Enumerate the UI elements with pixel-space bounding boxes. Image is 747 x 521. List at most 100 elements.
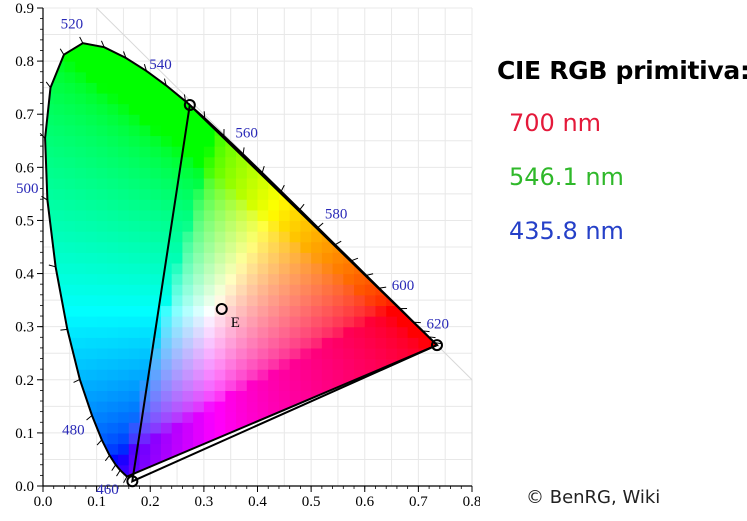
color-cell xyxy=(150,177,162,190)
color-cell xyxy=(96,252,108,264)
color-cell xyxy=(182,305,194,317)
color-cell xyxy=(45,443,55,455)
color-cell xyxy=(386,326,398,338)
color-cell xyxy=(300,273,312,285)
color-cell xyxy=(171,199,184,211)
color-cell xyxy=(214,252,226,264)
color-cell xyxy=(343,358,355,370)
color-cell xyxy=(45,284,55,296)
color-cell xyxy=(85,305,98,317)
color-cell xyxy=(300,316,312,328)
color-cell xyxy=(311,92,323,105)
color-cell xyxy=(354,177,366,190)
color-cell xyxy=(246,92,259,105)
color-cell xyxy=(343,464,355,476)
color-cell xyxy=(182,401,194,413)
color-cell xyxy=(182,146,194,158)
color-cell xyxy=(289,43,302,52)
color-cell xyxy=(128,326,141,338)
color-cell xyxy=(257,50,269,62)
color-cell xyxy=(407,369,419,381)
color-cell xyxy=(418,231,430,243)
color-cell xyxy=(203,231,216,243)
color-cell xyxy=(407,337,419,349)
color-cell xyxy=(107,220,119,232)
color-cell xyxy=(182,177,194,190)
color-cell xyxy=(364,262,377,275)
color-cell xyxy=(364,305,377,317)
color-cell xyxy=(375,61,387,73)
color-cell xyxy=(225,146,237,158)
color-cell xyxy=(321,92,334,105)
color-cell xyxy=(85,358,98,370)
color-cell xyxy=(171,156,184,168)
color-cell xyxy=(257,262,269,275)
color-cell xyxy=(278,209,291,222)
color-cell xyxy=(375,273,387,285)
wavelength-tick xyxy=(280,184,285,192)
color-cell xyxy=(289,167,302,179)
color-cell xyxy=(396,347,409,360)
color-cell xyxy=(75,475,87,477)
color-cell xyxy=(375,294,387,307)
color-cell xyxy=(418,252,430,264)
color-cell xyxy=(96,135,108,147)
color-cell xyxy=(311,156,323,168)
color-cell xyxy=(53,188,66,200)
color-cell xyxy=(375,252,387,264)
color-cell xyxy=(321,305,334,317)
color-cell xyxy=(193,273,205,285)
color-cell xyxy=(214,443,226,455)
color-cell xyxy=(418,273,430,285)
color-cell xyxy=(321,61,334,73)
color-cell xyxy=(364,231,377,243)
color-cell xyxy=(160,209,173,222)
color-cell xyxy=(118,411,130,423)
color-cell xyxy=(171,326,184,338)
color-cell xyxy=(343,146,355,158)
color-cell xyxy=(257,305,269,317)
color-cell xyxy=(225,209,237,222)
color-cell xyxy=(214,167,226,179)
white-point xyxy=(215,302,228,315)
color-cell xyxy=(53,92,66,105)
color-cell xyxy=(118,252,130,264)
color-cell xyxy=(85,92,98,105)
color-cell xyxy=(214,316,226,328)
color-cell xyxy=(96,305,108,317)
color-cell xyxy=(107,167,119,179)
color-cell xyxy=(193,252,205,264)
color-cell xyxy=(203,305,216,317)
color-cell xyxy=(193,358,205,370)
color-cell xyxy=(311,241,323,253)
color-cell xyxy=(375,432,387,445)
color-cell xyxy=(214,390,226,402)
color-cell xyxy=(107,252,119,264)
color-cell xyxy=(171,443,184,455)
y-tick-label: 0.9 xyxy=(15,1,34,17)
color-cell xyxy=(85,188,98,200)
color-cell xyxy=(321,358,334,370)
color-cell xyxy=(354,50,366,62)
color-cell xyxy=(375,71,387,83)
color-cell xyxy=(128,337,141,349)
color-cell xyxy=(139,454,151,466)
color-cell xyxy=(418,411,430,423)
color-cell xyxy=(85,379,98,391)
color-cell xyxy=(225,273,237,285)
color-cell xyxy=(257,432,269,445)
color-cell xyxy=(171,284,184,296)
color-cell xyxy=(246,316,259,328)
color-cell xyxy=(407,124,419,137)
color-cell xyxy=(139,167,151,179)
color-cell xyxy=(85,390,98,402)
color-cell xyxy=(407,411,419,423)
color-cell xyxy=(53,390,66,402)
color-cell xyxy=(300,43,312,52)
color-cell xyxy=(407,199,419,211)
x-tick-label: 0.7 xyxy=(409,494,428,510)
color-cell xyxy=(429,167,437,179)
color-cell xyxy=(236,316,248,328)
color-cell xyxy=(107,316,119,328)
color-cell xyxy=(107,369,119,381)
